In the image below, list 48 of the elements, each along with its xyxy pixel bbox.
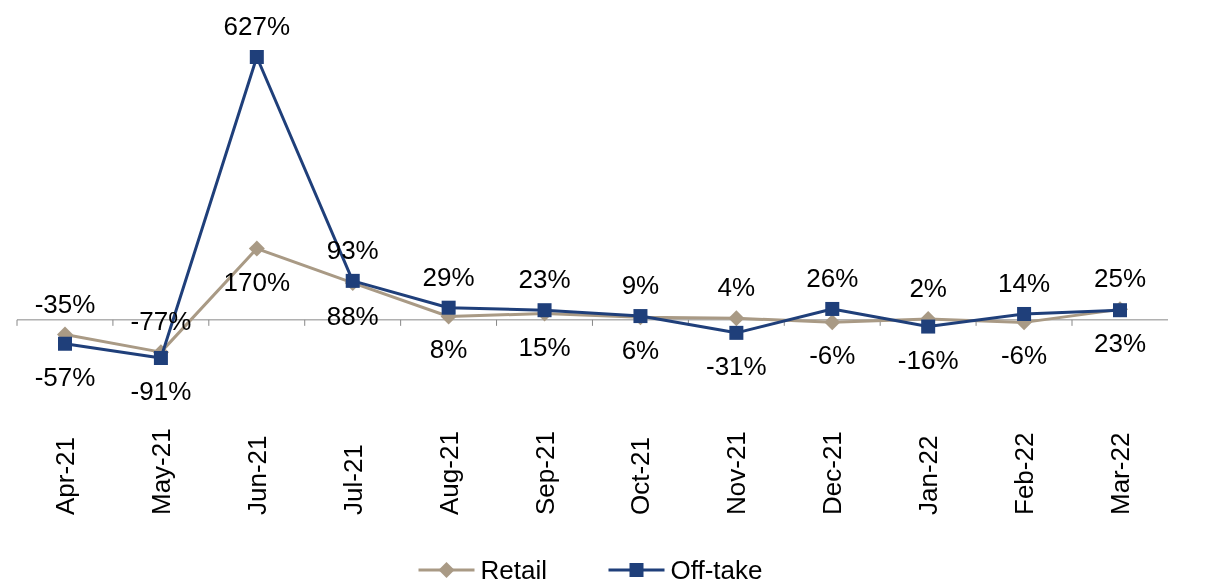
data-label: -31% <box>706 350 767 381</box>
x-tick-label: Nov-21 <box>721 431 752 515</box>
data-label: -35% <box>34 288 96 319</box>
data-label: 29% <box>422 261 475 292</box>
data-label: 6% <box>621 335 660 366</box>
point <box>58 336 72 351</box>
point <box>1017 306 1032 321</box>
data-label: 4% <box>717 272 756 303</box>
data-label: -91% <box>130 376 192 406</box>
x-tick-label: Mar-22 <box>1105 432 1135 515</box>
x-tick-label: Jul-21 <box>337 444 368 515</box>
data-label: -16% <box>897 344 959 375</box>
point <box>729 325 744 340</box>
data-label: 9% <box>621 270 660 301</box>
point <box>825 301 840 316</box>
x-tick-label: Sep-21 <box>529 431 560 515</box>
data-label: 8% <box>429 334 468 365</box>
data-label: -57% <box>34 361 96 392</box>
point <box>728 310 745 327</box>
data-label: 25% <box>1093 263 1147 294</box>
data-label: 170% <box>223 266 291 297</box>
x-tick-label: May-21 <box>145 428 176 515</box>
x-tick-label: Jun-21 <box>241 435 272 515</box>
x-tick-label: Feb-22 <box>1009 432 1040 515</box>
point <box>249 50 264 64</box>
data-label: 2% <box>909 273 947 304</box>
legend-label: Off-take <box>670 555 763 585</box>
data-label: 23% <box>1093 328 1147 359</box>
point <box>441 300 456 315</box>
x-tick-label: Apr-21 <box>50 436 80 515</box>
data-label: 627% <box>223 11 291 41</box>
point <box>537 303 552 318</box>
x-tick-label: Aug-21 <box>433 431 464 515</box>
point <box>921 319 936 334</box>
data-label: -6% <box>1000 340 1048 371</box>
data-label: 15% <box>518 331 571 362</box>
data-label: 26% <box>806 262 859 293</box>
legend-label: Retail <box>480 555 547 585</box>
x-tick-label: Dec-21 <box>817 431 848 515</box>
point <box>153 351 168 365</box>
data-label: -6% <box>809 340 856 371</box>
x-tick-label: Oct-21 <box>625 436 656 515</box>
data-label: 23% <box>518 264 571 295</box>
data-label: 14% <box>998 267 1051 298</box>
point <box>824 314 841 331</box>
point <box>248 240 265 257</box>
data-label: 88% <box>326 300 379 331</box>
x-tick-label: Jan-22 <box>913 435 944 515</box>
